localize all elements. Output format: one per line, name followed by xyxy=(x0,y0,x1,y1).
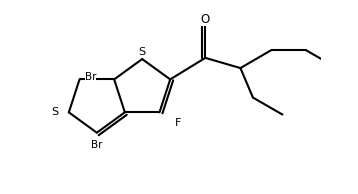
Text: F: F xyxy=(175,118,182,127)
Text: Br: Br xyxy=(84,72,96,81)
Text: S: S xyxy=(139,47,146,57)
Text: S: S xyxy=(52,107,59,117)
Text: O: O xyxy=(201,13,210,26)
Text: Br: Br xyxy=(91,140,103,150)
